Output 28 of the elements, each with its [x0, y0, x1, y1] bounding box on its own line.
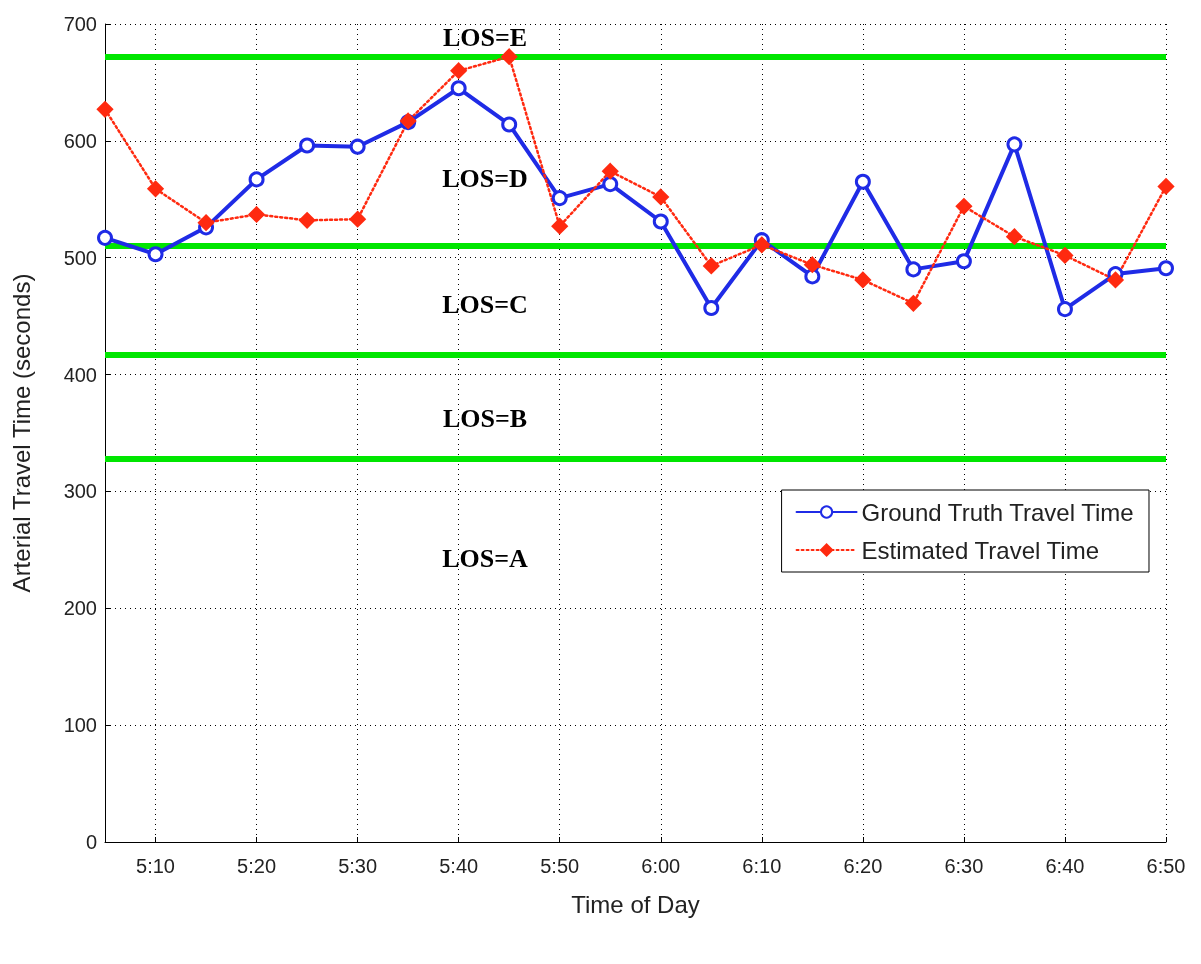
y-tick-label: 600: [63, 129, 97, 152]
annotation: LOS=D: [442, 163, 528, 193]
y-tick-label: 100: [63, 714, 97, 737]
x-tick-label: 6:40: [1045, 855, 1085, 877]
y-tick-label: 300: [63, 480, 97, 503]
x-tick-label: 5:40: [439, 855, 479, 877]
legend-label: Estimated Travel Time: [861, 536, 1100, 564]
y-tick-label: 500: [63, 246, 97, 269]
x-tick-label: 6:20: [843, 855, 883, 877]
x-tick-label: 6:30: [944, 855, 984, 877]
x-tick-label: 5:50: [540, 855, 580, 877]
y-tick-label: 200: [63, 597, 97, 620]
x-tick-label: 6:10: [742, 855, 782, 877]
y-axis-title: Arterial Travel Time (seconds): [7, 273, 35, 593]
x-tick-label: 5:20: [237, 855, 277, 877]
y-tick-label: 700: [63, 13, 97, 35]
x-tick-label: 6:00: [641, 855, 681, 877]
annotation: LOS=A: [442, 543, 529, 573]
y-tick-label: 400: [63, 363, 97, 386]
annotation: LOS=B: [442, 403, 528, 433]
annotation: LOS=E: [442, 22, 528, 52]
annotation: LOS=C: [442, 289, 528, 319]
x-axis-title: Time of Day: [571, 890, 700, 918]
y-tick-label: 0: [85, 831, 97, 853]
legend-label: Ground Truth Travel Time: [861, 498, 1134, 526]
x-tick-label: 5:10: [136, 855, 175, 877]
x-tick-label: 6:50: [1146, 855, 1186, 877]
x-tick-label: 5:30: [338, 855, 378, 877]
